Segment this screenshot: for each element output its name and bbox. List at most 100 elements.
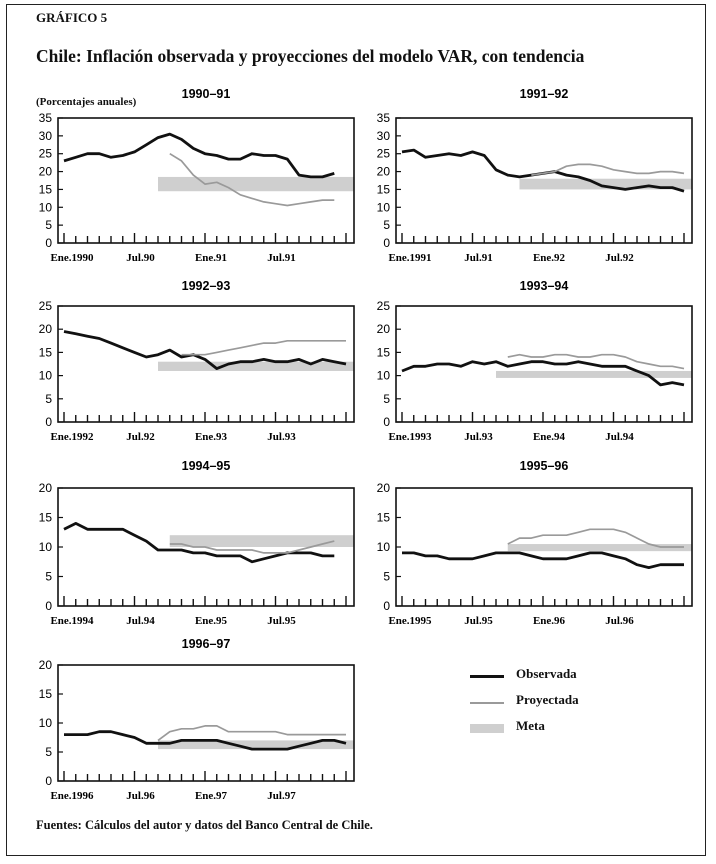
panel-5-xtick-label: Jul.94 [126, 615, 155, 627]
panel-7-series-proyectada [157, 725, 346, 742]
panel-2-ytick-label: 10 [377, 200, 391, 214]
panel-4-title: 1993–94 [520, 279, 569, 293]
panel-6-ytick-label: 0 [383, 599, 390, 613]
panel-5-series-proyectada [169, 540, 335, 554]
panel-2-meta-band [519, 178, 692, 190]
panel-7-series-observada [64, 730, 347, 751]
panel-4-ytick-label: 20 [377, 322, 391, 336]
panel-4-ytick-label: 0 [383, 415, 390, 429]
panel-3-xtick-label: Ene.93 [195, 431, 228, 443]
panel-3-ytick-label: 15 [39, 345, 53, 359]
panel-4-ytick-label: 15 [377, 345, 391, 359]
panel-7-ytick-label: 10 [39, 716, 53, 730]
panel-1-series-proyectada [169, 152, 335, 207]
panel-2-ytick-label: 20 [377, 165, 391, 179]
panel-5-meta-band [169, 535, 354, 547]
panel-1-series-observada [63, 132, 335, 179]
panel-7-ytick-label: 5 [45, 745, 52, 759]
panel-2-ytick-label: 25 [377, 147, 391, 161]
panel-2-xtick-label: Ene.1991 [388, 252, 431, 264]
panel-1-ytick-label: 0 [45, 236, 52, 250]
panel-5-title: 1994–95 [182, 459, 231, 473]
panel-3-ytick-label: 0 [45, 415, 52, 429]
panel-1-xtick-label: Jul.90 [126, 252, 155, 264]
panel-4-ytick-label: 25 [377, 299, 391, 313]
panel-6-series-observada [402, 551, 684, 569]
panel-7-xtick-label: Ene.1996 [50, 790, 94, 802]
panel-6-series-proyectada [507, 528, 684, 548]
panel-5-ytick-label: 5 [45, 570, 52, 584]
y-axis-unit-label: (Porcentajes anuales) [36, 96, 137, 108]
panel-7-xtick-label: Ene.97 [195, 790, 228, 802]
panel-7-xtick-label: Jul.97 [267, 790, 296, 802]
panel-1-xtick-label: Jul.91 [267, 252, 295, 264]
panel-1-ytick-label: 30 [39, 129, 53, 143]
panel-1-xtick-label: Ene.1990 [50, 252, 94, 264]
panel-1-meta-band [158, 176, 354, 192]
legend-label-proyectada: Proyectada [516, 692, 579, 707]
panel-6-ytick-label: 5 [383, 570, 390, 584]
figure-label: GRÁFICO 5 [36, 10, 108, 25]
panel-5-ytick-label: 10 [39, 540, 53, 554]
panel-7-ytick-label: 20 [39, 658, 53, 672]
panel-5-ytick-label: 15 [39, 511, 53, 525]
figure-title: Chile: Inflación observada y proyeccione… [36, 46, 585, 66]
panel-2-xtick-label: Jul.92 [605, 252, 634, 264]
panel-3-ytick-label: 5 [45, 392, 52, 406]
panel-5-ytick-label: 20 [39, 481, 53, 495]
panel-6-ytick-label: 15 [377, 511, 391, 525]
panel-6-xtick-label: Jul.95 [464, 615, 493, 627]
panel-1-ytick-label: 5 [45, 218, 52, 232]
panel-2-plot-frame [395, 117, 693, 244]
panel-3-ytick-label: 25 [39, 299, 53, 313]
legend-swatch-observada [470, 675, 504, 678]
panel-3-plot-frame [57, 305, 355, 423]
panel-3-xtick-label: Jul.92 [126, 431, 155, 443]
panel-3-ytick-label: 20 [39, 322, 53, 336]
panel-7-xtick-label: Jul.96 [126, 790, 155, 802]
panel-2-ytick-label: 35 [377, 111, 391, 125]
panel-4-plot-frame [395, 305, 693, 423]
legend-label-observada: Observada [516, 666, 577, 681]
panel-7-ytick-label: 15 [39, 687, 53, 701]
panel-1-ytick-label: 10 [39, 200, 53, 214]
panel-6-ytick-label: 10 [377, 540, 391, 554]
panel-2-title: 1991–92 [520, 87, 569, 101]
panel-4-xtick-label: Ene.94 [533, 431, 566, 443]
panel-6-xtick-label: Ene.96 [533, 615, 566, 627]
panel-3-ytick-label: 10 [39, 369, 53, 383]
panel-2-ytick-label: 30 [377, 129, 391, 143]
panel-3-series-proyectada [181, 339, 346, 356]
panel-5-xtick-label: Ene.1994 [50, 615, 94, 627]
legend-swatch-proyectada [470, 702, 504, 704]
panel-7-plot-frame [57, 664, 355, 782]
panel-7-title: 1996–97 [182, 637, 231, 651]
panel-4-xtick-label: Jul.93 [464, 431, 493, 443]
panel-4-ytick-label: 5 [383, 392, 390, 406]
panel-3-xtick-label: Jul.93 [267, 431, 296, 443]
panel-4-ytick-label: 10 [377, 369, 391, 383]
panel-7-ytick-label: 0 [45, 774, 52, 788]
panel-6-xtick-label: Ene.1995 [388, 615, 432, 627]
panel-2-ytick-label: 15 [377, 182, 391, 196]
panel-2-ytick-label: 5 [383, 218, 390, 232]
panel-1-ytick-label: 15 [39, 182, 53, 196]
panel-4-xtick-label: Ene.1993 [388, 431, 432, 443]
panel-1-title: 1990–91 [182, 87, 231, 101]
legend-label-meta: Meta [516, 718, 545, 733]
panel-6-title: 1995–96 [520, 459, 569, 473]
panel-5-xtick-label: Jul.95 [267, 615, 296, 627]
panel-5-ytick-label: 0 [45, 599, 52, 613]
panel-5-xtick-label: Ene.95 [195, 615, 228, 627]
panel-1-ytick-label: 25 [39, 147, 53, 161]
source-note: Fuentes: Cálculos del autor y datos del … [36, 818, 373, 832]
panel-1-xtick-label: Ene.91 [195, 252, 227, 264]
panel-4-series-observada [401, 360, 685, 387]
panel-2-xtick-label: Jul.91 [464, 252, 492, 264]
panel-6-ytick-label: 20 [377, 481, 391, 495]
panel-1-ytick-label: 20 [39, 165, 53, 179]
panel-4-xtick-label: Jul.94 [605, 431, 634, 443]
panel-3-title: 1992–93 [182, 279, 231, 293]
panel-2-series-proyectada [531, 163, 685, 176]
panel-2-ytick-label: 0 [383, 236, 390, 250]
